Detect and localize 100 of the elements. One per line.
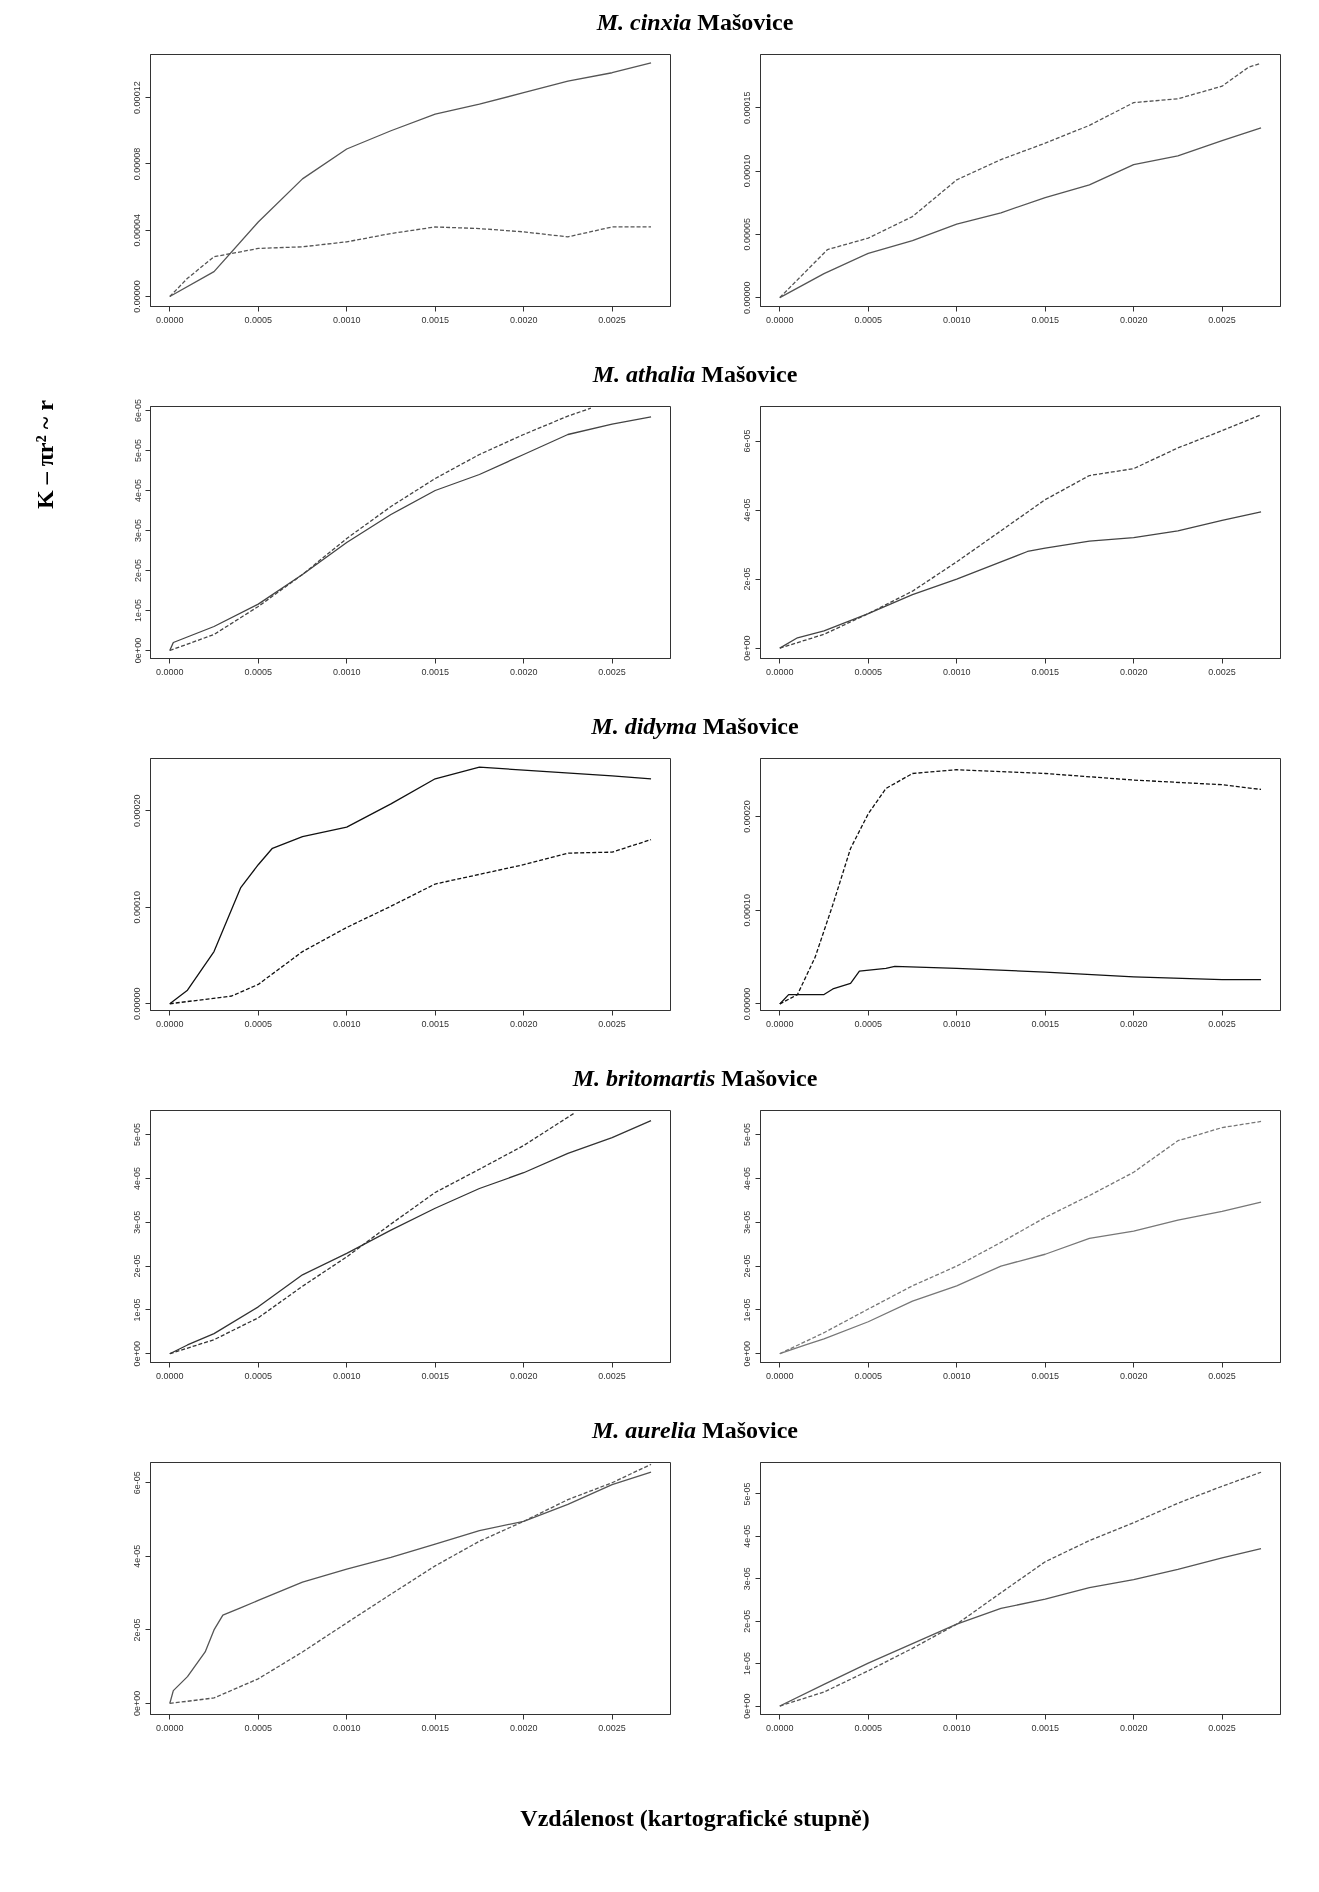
y-tick-label: 0.00000 bbox=[742, 281, 753, 314]
x-tick-label: 0.0000 bbox=[766, 314, 794, 325]
y-tick-label: 5e-05 bbox=[132, 1123, 143, 1147]
x-tick-label: 0.0015 bbox=[421, 666, 449, 677]
y-tick-label: 0.00020 bbox=[132, 794, 143, 827]
x-tick-label: 0.0020 bbox=[1119, 314, 1148, 325]
x-tick-label: 0.0010 bbox=[332, 1722, 361, 1733]
x-tick-label: 0.0020 bbox=[1119, 666, 1148, 677]
y-tick-label: 6e-05 bbox=[132, 1471, 143, 1495]
x-tick-label: 0.0015 bbox=[1031, 1018, 1059, 1029]
x-tick-label: 0.0010 bbox=[332, 314, 361, 325]
y-tick-label: 0.00012 bbox=[132, 81, 143, 114]
x-tick-label: 0.0000 bbox=[766, 1370, 794, 1381]
y-tick-label: 5e-05 bbox=[742, 1123, 753, 1147]
y-tick-label: 1e-05 bbox=[742, 1652, 753, 1676]
x-tick-label: 0.0005 bbox=[854, 666, 883, 677]
y-tick-label: 4e-05 bbox=[132, 478, 143, 503]
y-tick-label: 6e-05 bbox=[742, 429, 753, 453]
x-tick-label: 0.0010 bbox=[942, 1018, 971, 1029]
x-axis-title: Vzdálenost (kartografické stupně) bbox=[520, 1804, 870, 1833]
y-tick-label: 0.00015 bbox=[742, 91, 753, 124]
y-tick-label: 1e-05 bbox=[132, 1298, 143, 1322]
x-tick-label: 0.0010 bbox=[332, 1370, 361, 1381]
y-tick-label: 0e+00 bbox=[132, 637, 143, 664]
x-tick-label: 0.0000 bbox=[766, 1018, 794, 1029]
x-tick-label: 0.0005 bbox=[854, 314, 883, 325]
chart-title: M. athalia Mašovice bbox=[592, 360, 798, 389]
x-tick-label: 0.0010 bbox=[942, 1370, 971, 1381]
x-tick-label: 0.0015 bbox=[1031, 666, 1059, 677]
x-tick-label: 0.0005 bbox=[854, 1018, 883, 1029]
x-tick-label: 0.0020 bbox=[1119, 1722, 1148, 1733]
x-tick-label: 0.0005 bbox=[244, 1018, 273, 1029]
x-tick-label: 0.0015 bbox=[421, 1722, 449, 1733]
x-tick-label: 0.0020 bbox=[1119, 1370, 1148, 1381]
x-tick-label: 0.0005 bbox=[244, 666, 273, 677]
x-tick-label: 0.0015 bbox=[1031, 1370, 1059, 1381]
y-tick-label: 0e+00 bbox=[742, 1693, 753, 1719]
y-tick-label: 6e-05 bbox=[132, 398, 143, 423]
x-tick-label: 0.0005 bbox=[854, 1370, 883, 1381]
x-tick-label: 0.0020 bbox=[509, 1370, 538, 1381]
chart-title: M. didyma Mašovice bbox=[591, 712, 799, 741]
y-tick-label: 2e-05 bbox=[742, 1254, 753, 1278]
y-tick-label: 0.00000 bbox=[742, 987, 753, 1021]
x-tick-label: 0.0005 bbox=[244, 1722, 273, 1733]
x-tick-label: 0.0020 bbox=[1119, 1018, 1148, 1029]
y-tick-label: 2e-05 bbox=[132, 1618, 143, 1642]
x-tick-label: 0.0020 bbox=[509, 1018, 538, 1029]
x-tick-label: 0.0005 bbox=[244, 1370, 273, 1381]
x-tick-label: 0.0025 bbox=[598, 666, 626, 677]
x-tick-label: 0.0010 bbox=[942, 314, 971, 325]
x-tick-label: 0.0025 bbox=[598, 1370, 626, 1381]
y-tick-label: 2e-05 bbox=[742, 567, 753, 591]
x-tick-label: 0.0005 bbox=[244, 314, 273, 325]
y-tick-label: 3e-05 bbox=[132, 1210, 143, 1234]
y-tick-label: 0.00005 bbox=[742, 218, 753, 251]
x-tick-label: 0.0000 bbox=[156, 1018, 184, 1029]
y-tick-label: 0e+00 bbox=[742, 635, 753, 661]
x-tick-label: 0.0000 bbox=[156, 1722, 184, 1733]
x-tick-label: 0.0025 bbox=[1208, 1018, 1236, 1029]
y-tick-label: 0.00010 bbox=[742, 893, 753, 927]
y-tick-label: 0.00010 bbox=[742, 154, 753, 188]
x-tick-label: 0.0025 bbox=[598, 1722, 626, 1733]
y-tick-label: 4e-05 bbox=[132, 1166, 143, 1190]
y-tick-label: 4e-05 bbox=[132, 1544, 143, 1568]
y-tick-label: 3e-05 bbox=[742, 1210, 753, 1234]
y-tick-label: 0.00008 bbox=[132, 147, 143, 181]
x-tick-label: 0.0000 bbox=[156, 1370, 184, 1381]
x-tick-label: 0.0015 bbox=[421, 1370, 449, 1381]
x-tick-label: 0.0005 bbox=[854, 1722, 883, 1733]
y-tick-label: 0.00000 bbox=[132, 280, 143, 313]
y-axis-title: K – πr² ~ r bbox=[30, 400, 59, 510]
x-tick-label: 0.0015 bbox=[421, 314, 449, 325]
x-tick-label: 0.0010 bbox=[942, 1722, 971, 1733]
y-tick-label: 1e-05 bbox=[132, 598, 143, 623]
x-tick-label: 0.0020 bbox=[509, 314, 538, 325]
y-tick-label: 2e-05 bbox=[742, 1609, 753, 1633]
y-tick-label: 4e-05 bbox=[742, 1524, 753, 1548]
x-tick-label: 0.0015 bbox=[421, 1018, 449, 1029]
y-tick-label: 3e-05 bbox=[742, 1567, 753, 1591]
y-tick-label: 0.00020 bbox=[742, 800, 753, 833]
x-tick-label: 0.0025 bbox=[1208, 1722, 1236, 1733]
y-tick-label: 2e-05 bbox=[132, 1254, 143, 1278]
x-tick-label: 0.0025 bbox=[598, 1018, 626, 1029]
chart-title: M. cinxia Mašovice bbox=[596, 8, 794, 37]
y-tick-label: 0e+00 bbox=[132, 1690, 143, 1717]
y-tick-label: 0.00000 bbox=[132, 987, 143, 1021]
y-tick-label: 0e+00 bbox=[742, 1341, 753, 1367]
y-tick-label: 4e-05 bbox=[742, 498, 753, 522]
chart-title: M. aurelia Mašovice bbox=[592, 1416, 798, 1445]
y-tick-label: 5e-05 bbox=[742, 1482, 753, 1506]
y-tick-label: 5e-05 bbox=[132, 438, 143, 463]
x-tick-label: 0.0010 bbox=[332, 666, 361, 677]
x-tick-label: 0.0020 bbox=[509, 666, 538, 677]
x-tick-label: 0.0015 bbox=[1031, 1722, 1059, 1733]
x-tick-label: 0.0000 bbox=[766, 1722, 794, 1733]
x-tick-label: 0.0000 bbox=[766, 666, 794, 677]
x-tick-label: 0.0025 bbox=[1208, 314, 1236, 325]
x-tick-label: 0.0020 bbox=[509, 1722, 538, 1733]
x-tick-label: 0.0025 bbox=[1208, 1370, 1236, 1381]
x-tick-label: 0.0000 bbox=[156, 666, 184, 677]
